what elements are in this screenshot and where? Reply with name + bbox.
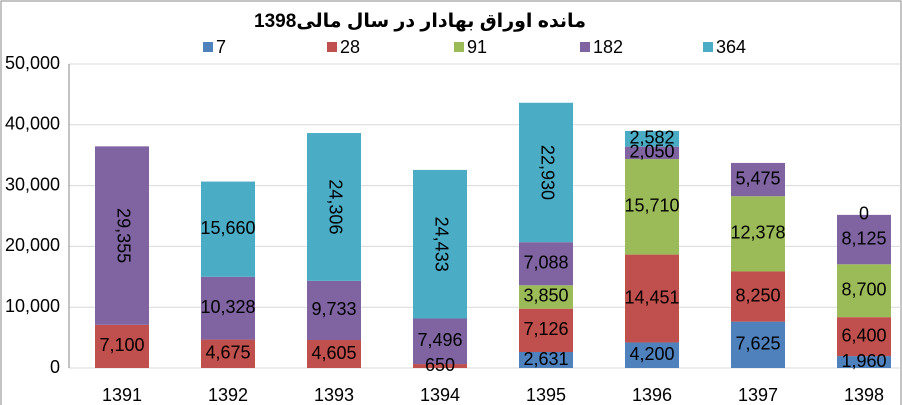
data-label: 2,050 (629, 142, 674, 162)
bar-segment (95, 146, 149, 325)
bar-segment (95, 324, 149, 368)
y-tick-label: 10,000 (5, 296, 60, 316)
data-label: 3,850 (523, 286, 568, 306)
legend-swatch (454, 42, 464, 52)
legend-label: 7 (216, 37, 226, 57)
bar-segment (201, 181, 255, 277)
bar-segment (519, 242, 573, 286)
data-label: 24,306 (325, 179, 345, 234)
x-tick-label: 1395 (526, 385, 566, 405)
data-label: 7,496 (417, 330, 462, 350)
data-label: 4,605 (311, 343, 356, 363)
bar-segment (307, 340, 361, 368)
data-label: 650 (425, 355, 455, 375)
legend-swatch (203, 42, 213, 52)
bar-segment (837, 317, 891, 357)
data-label: 29,355 (113, 208, 133, 263)
bar-segment (625, 254, 679, 343)
bar-segment (413, 364, 467, 368)
x-tick-label: 1391 (102, 385, 142, 405)
legend-swatch (580, 42, 590, 52)
data-label: 9,733 (311, 299, 356, 319)
bar-segment (731, 321, 785, 368)
legend-label: 364 (716, 37, 746, 57)
x-tick-label: 1398 (844, 385, 884, 405)
bar-segment (731, 162, 785, 197)
data-label: 2,631 (523, 349, 568, 369)
bar-segment (731, 196, 785, 272)
data-label: 14,451 (624, 287, 679, 307)
chart-title: مانده اوراق بهادار در سال مالی1398 (254, 11, 586, 32)
data-label: 8,250 (735, 285, 780, 305)
data-label: 10,328 (200, 297, 255, 317)
legend-label: 182 (593, 37, 623, 57)
legend-label: 91 (467, 37, 487, 57)
bar-segment (625, 146, 679, 160)
legend-swatch (703, 42, 713, 52)
bar-segment (413, 169, 467, 319)
data-label: 1,960 (841, 351, 886, 371)
bar-segment (837, 214, 891, 265)
bar-segment (201, 339, 255, 368)
bar-segment (519, 285, 573, 309)
data-label: 7,126 (523, 319, 568, 339)
data-label: 12,378 (730, 223, 785, 243)
data-label: 8,125 (841, 228, 886, 248)
x-tick-label: 1393 (314, 385, 354, 405)
data-label: 24,433 (431, 217, 451, 272)
data-label: 7,100 (99, 335, 144, 355)
bar-segment (731, 271, 785, 322)
data-label: 7,088 (523, 252, 568, 272)
data-label: 7,625 (735, 334, 780, 354)
data-label: 22,930 (537, 145, 557, 200)
bar-segment (625, 130, 679, 147)
data-label: 8,700 (841, 279, 886, 299)
bar-segment (519, 102, 573, 243)
y-tick-label: 0 (50, 357, 60, 377)
data-label: 0 (859, 204, 869, 224)
bar-segment (625, 159, 679, 255)
data-label: 2,582 (629, 128, 674, 148)
legend-swatch (327, 42, 337, 52)
bar-segment (307, 280, 361, 341)
x-tick-label: 1396 (632, 385, 672, 405)
bar-segment (837, 356, 891, 368)
data-label: 15,710 (624, 196, 679, 216)
legend-label: 28 (340, 37, 360, 57)
x-tick-label: 1397 (738, 385, 778, 405)
y-tick-label: 30,000 (5, 174, 60, 194)
y-tick-label: 40,000 (5, 114, 60, 134)
bar-segment (519, 308, 573, 353)
data-label: 4,200 (629, 344, 674, 364)
data-label: 5,475 (735, 168, 780, 188)
bar-segment (625, 342, 679, 368)
y-tick-label: 50,000 (5, 53, 60, 73)
bar-segment (837, 264, 891, 318)
x-tick-label: 1392 (208, 385, 248, 405)
data-label: 6,400 (841, 325, 886, 345)
bar-segment (307, 133, 361, 281)
data-label: 4,675 (205, 343, 250, 363)
y-tick-label: 20,000 (5, 235, 60, 255)
x-tick-label: 1394 (420, 385, 460, 405)
data-label: 15,660 (200, 218, 255, 238)
bar-segment (413, 318, 467, 365)
bar-segment (201, 276, 255, 340)
bar-segment (519, 352, 573, 368)
